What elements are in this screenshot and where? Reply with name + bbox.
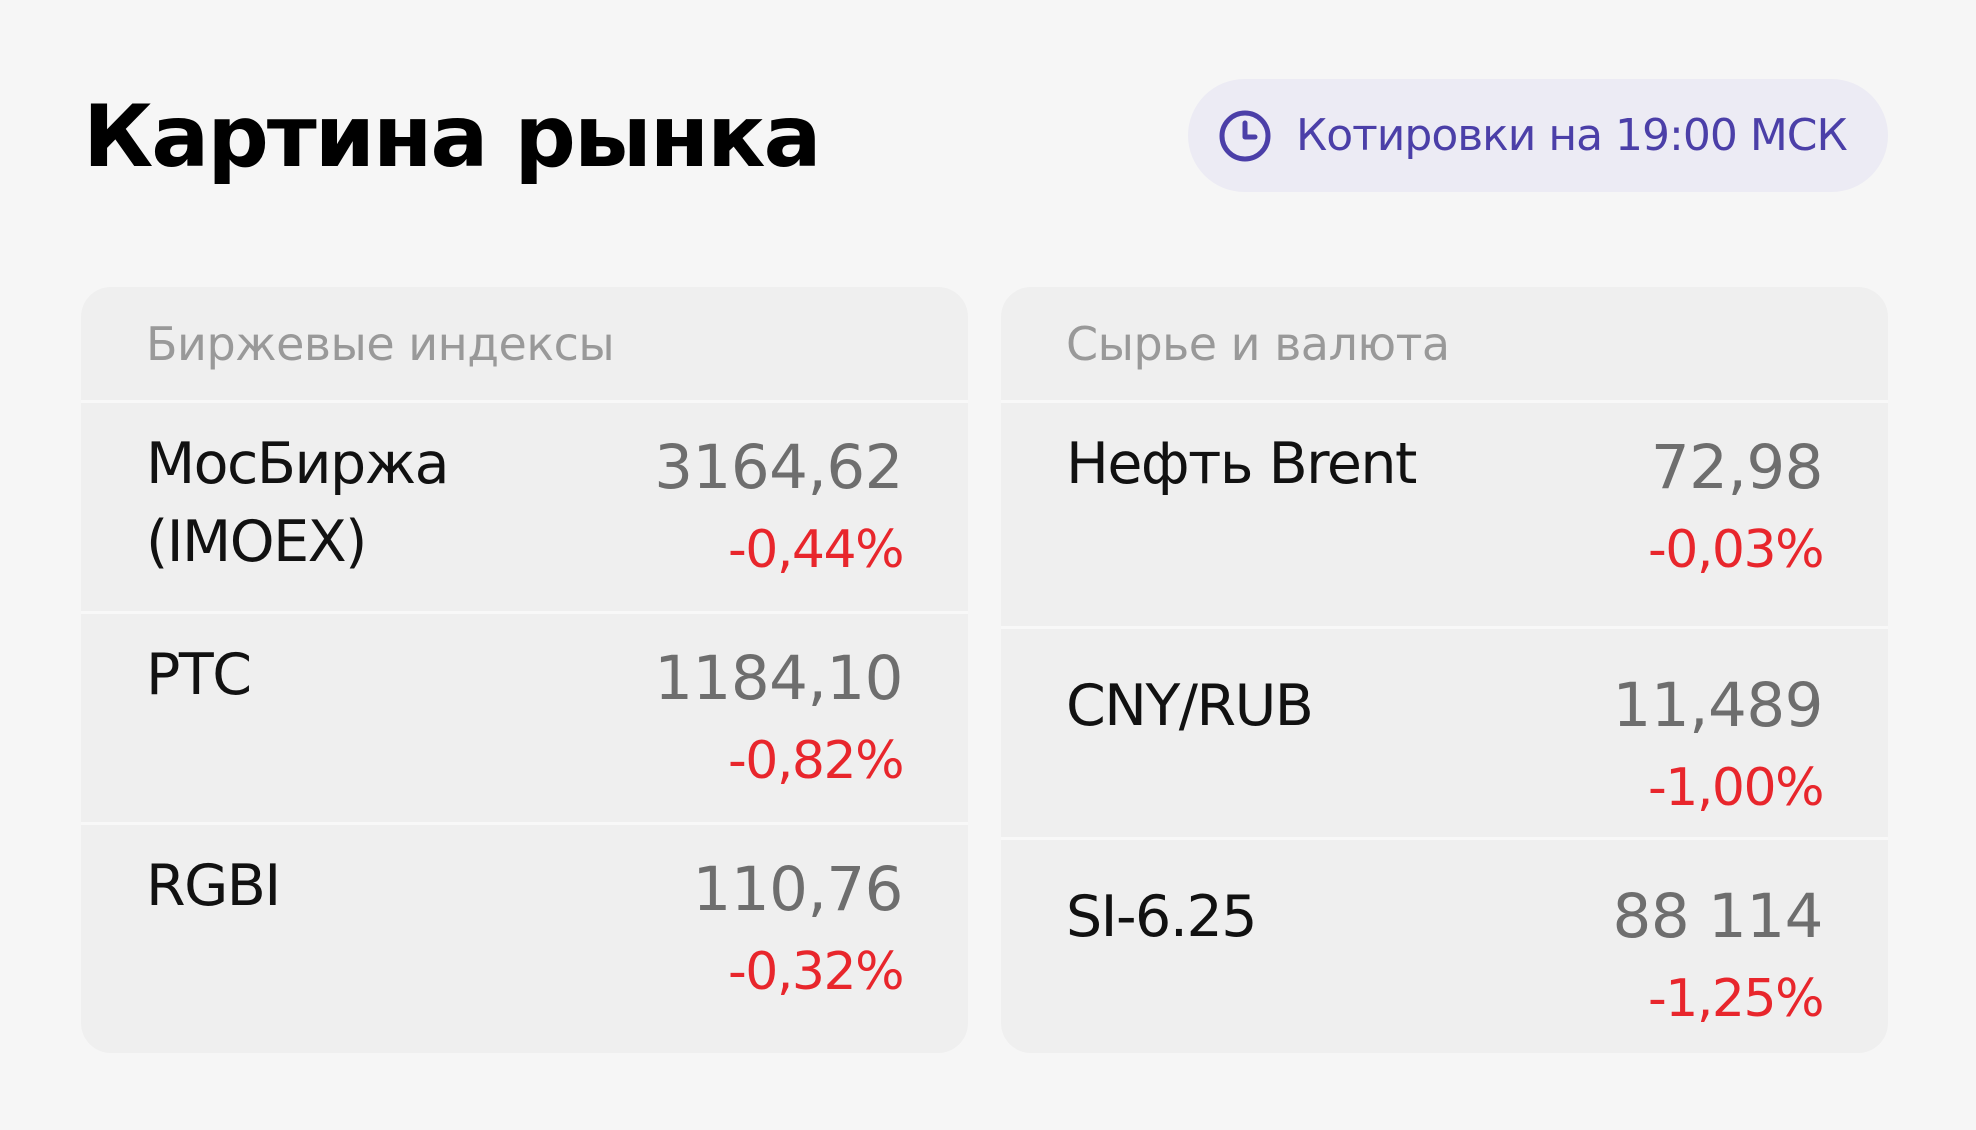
quote-value: 3164,62 xyxy=(654,432,903,503)
instrument-name: РТС xyxy=(146,642,252,708)
market-panel: Биржевые индексы МосБиржа (IMOEX) 3164,62 -… xyxy=(81,287,968,1053)
instrument-name: RGBI xyxy=(146,853,281,919)
quote-time-badge: Котировки на 19:00 МСК xyxy=(1188,79,1888,192)
quote-change: -0,44% xyxy=(728,520,904,580)
quote-change: -0,03% xyxy=(1648,520,1824,580)
panel-title: Биржевые индексы xyxy=(81,287,968,403)
instrument-name: CNY/RUB xyxy=(1066,673,1314,739)
quote-value: 11,489 xyxy=(1612,670,1824,741)
panel-title: Сырье и валюта xyxy=(1001,287,1888,403)
market-panel: Сырье и валюта Нефть Brent 72,98 -0,03% CNY/… xyxy=(1001,287,1888,1053)
instrument-name: SI-6.25 xyxy=(1066,884,1257,950)
page-title: Картина рынка xyxy=(83,87,822,187)
quote-change: -0,82% xyxy=(728,731,904,791)
quote-row: Нефть Brent 72,98 -0,03% xyxy=(1001,403,1888,629)
quote-row: SI-6.25 88 114 -1,25% xyxy=(1001,840,1888,1053)
quote-change: -1,00% xyxy=(1648,758,1824,818)
quote-change: -0,32% xyxy=(728,942,904,1002)
quote-value: 88 114 xyxy=(1612,881,1824,952)
clock-icon xyxy=(1219,110,1271,161)
quote-row: CNY/RUB 11,489 -1,00% xyxy=(1001,629,1888,840)
quote-row: МосБиржа (IMOEX) 3164,62 -0,44% xyxy=(81,403,968,614)
quote-change: -1,25% xyxy=(1648,969,1824,1029)
instrument-name: МосБиржа (IMOEX) xyxy=(146,431,450,575)
quote-value: 110,76 xyxy=(692,854,904,925)
quote-row: РТС 1184,10 -0,82% xyxy=(81,614,968,825)
quote-value: 72,98 xyxy=(1650,432,1824,503)
quote-value: 1184,10 xyxy=(654,643,903,714)
instrument-name: Нефть Brent xyxy=(1066,431,1417,497)
badge-text: Котировки на 19:00 МСК xyxy=(1296,110,1848,161)
quote-row: RGBI 110,76 -0,32% xyxy=(81,825,968,1053)
